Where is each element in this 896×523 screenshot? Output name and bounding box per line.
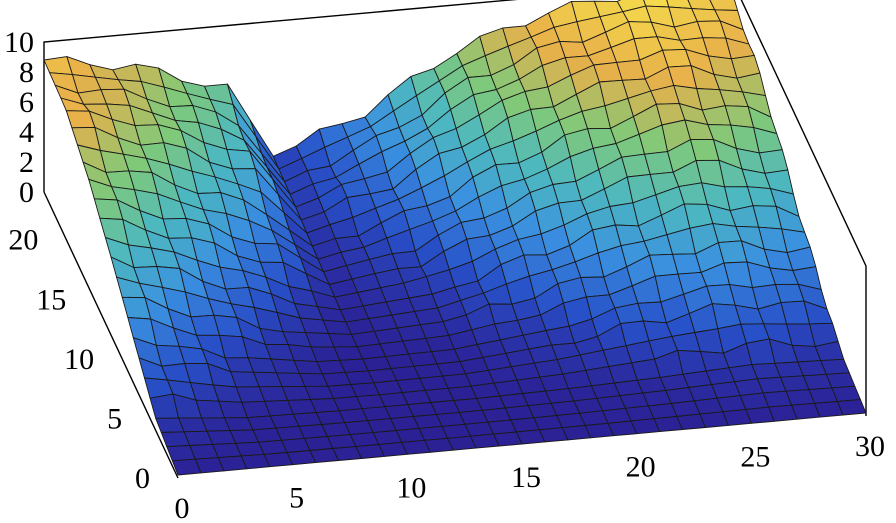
y-tick-label: 10 bbox=[64, 343, 94, 376]
z-tick-label: 4 bbox=[19, 116, 34, 149]
x-tick-label: 5 bbox=[289, 482, 304, 515]
z-tick-label: 0 bbox=[19, 176, 34, 209]
right-frame bbox=[740, 0, 867, 416]
y-axis-line bbox=[43, 191, 179, 479]
y-tick-label: 0 bbox=[135, 462, 150, 495]
surface-face bbox=[758, 149, 789, 174]
y-tick-label: 20 bbox=[8, 224, 38, 257]
x-tick-label: 30 bbox=[855, 430, 885, 463]
x-tick-label: 20 bbox=[626, 451, 656, 484]
z-tick-label: 6 bbox=[19, 86, 34, 119]
x-tick-label: 15 bbox=[511, 461, 541, 494]
z-tick-label: 2 bbox=[19, 146, 34, 179]
surface-face bbox=[837, 399, 867, 416]
x-tick-label: 25 bbox=[740, 440, 770, 473]
y-tick-label: 5 bbox=[107, 402, 122, 435]
z-tick-label: 8 bbox=[19, 56, 34, 89]
surface-face bbox=[831, 385, 861, 402]
y-tick-label: 15 bbox=[36, 283, 66, 316]
surface-face bbox=[820, 358, 850, 375]
z-tick-label: 10 bbox=[4, 26, 34, 59]
x-tick-label: 10 bbox=[396, 471, 426, 504]
surface-face bbox=[825, 372, 856, 389]
surface-mesh bbox=[43, 0, 867, 476]
x-tick-label: 0 bbox=[175, 492, 190, 523]
